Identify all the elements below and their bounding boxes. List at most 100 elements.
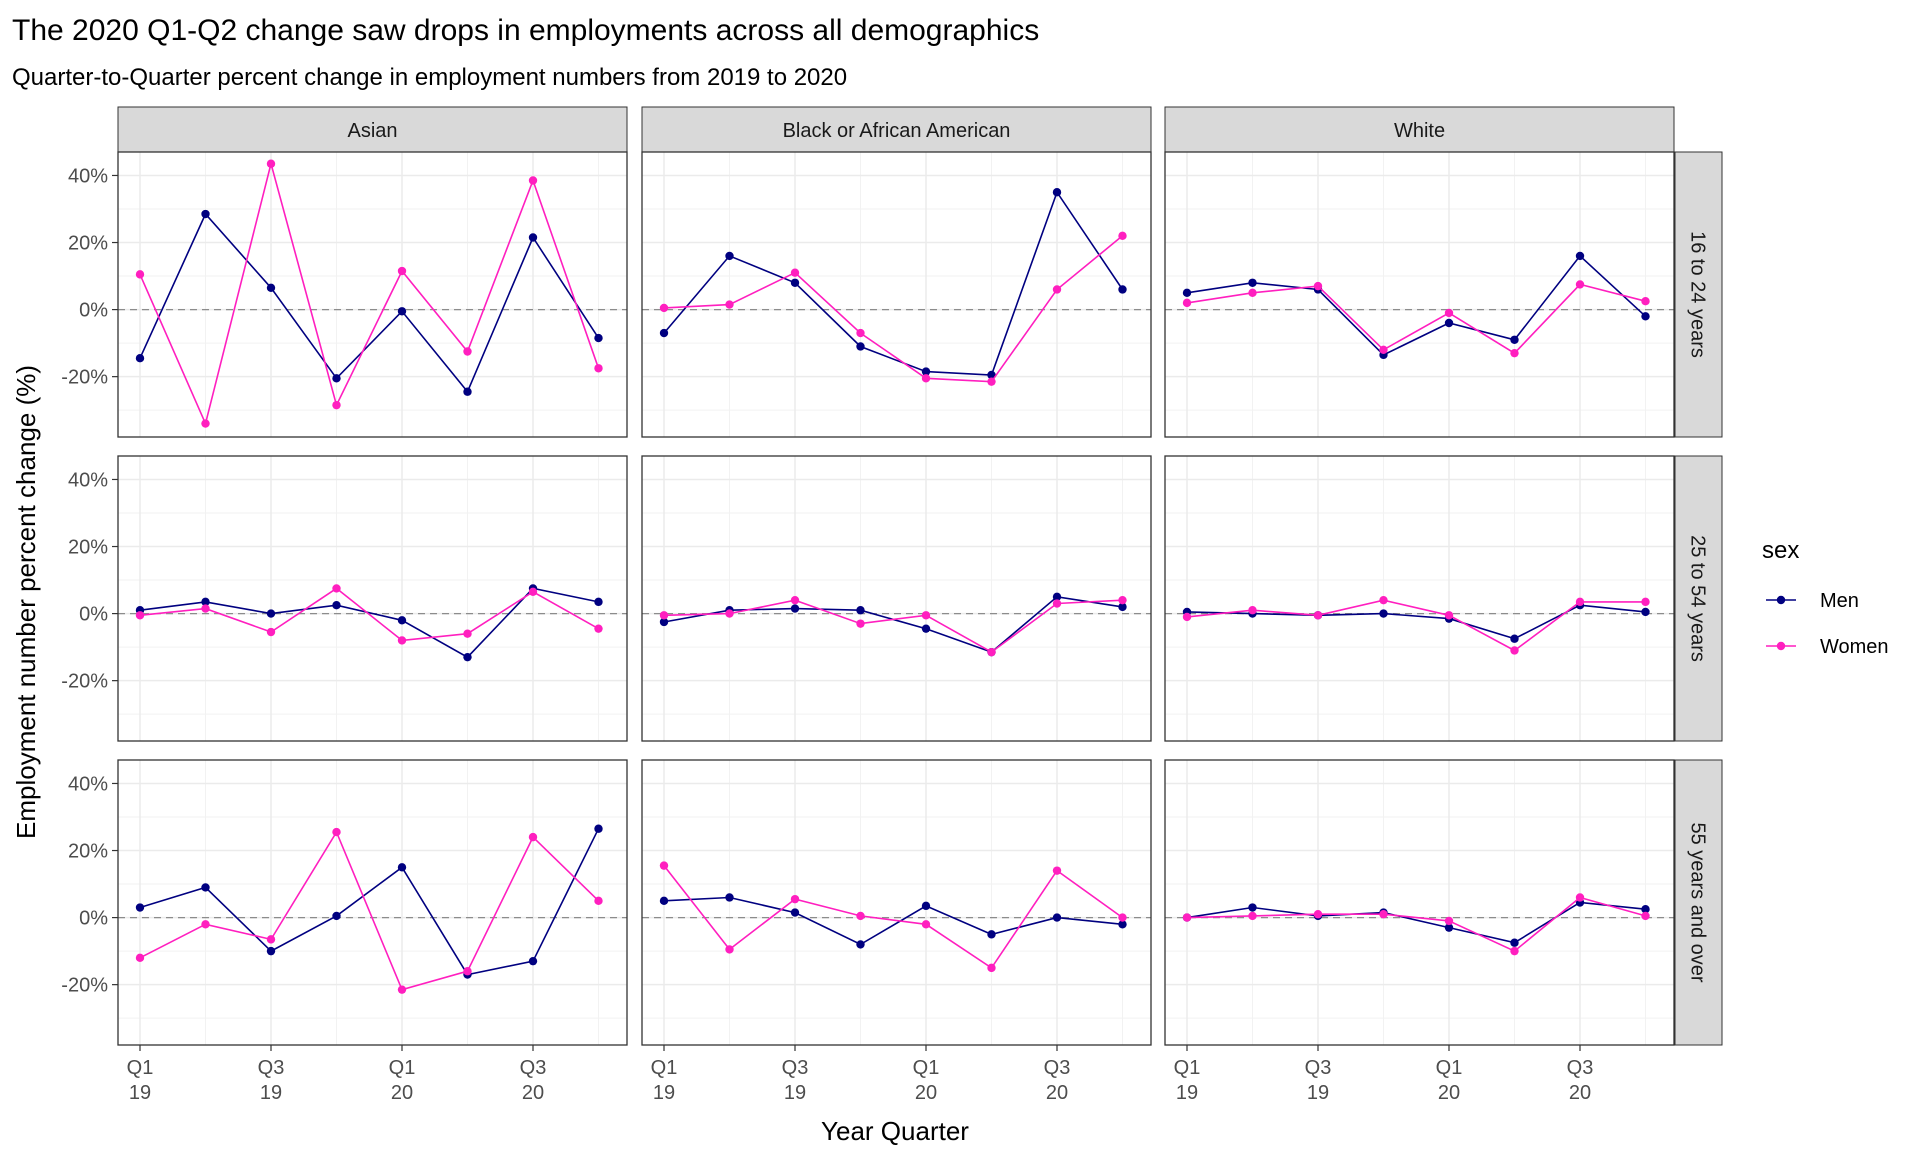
- chart-subtitle: Quarter-to-Quarter percent change in emp…: [12, 64, 847, 91]
- x-axis: Q1 19 Q3 19 Q1 20 Q3 20: [127, 1045, 546, 1104]
- data-point-women: [1118, 595, 1127, 605]
- x-tick-label-year: 20: [915, 1082, 937, 1104]
- data-point-men: [266, 946, 276, 956]
- data-point-women: [987, 647, 996, 657]
- data-point-women: [1182, 612, 1192, 622]
- data-point-women: [1510, 348, 1519, 358]
- data-point-men: [1248, 903, 1257, 912]
- data-point-men: [201, 597, 210, 607]
- series-line-men: [663, 896, 1123, 946]
- data-point-women: [528, 176, 538, 185]
- panel-border: [1164, 151, 1675, 438]
- panel-border: [117, 759, 628, 1046]
- strip-asian: Asian: [117, 106, 628, 153]
- data-point-women: [1052, 285, 1062, 294]
- panel-background: [1165, 760, 1674, 1045]
- x-tick-label-quarter: Q1: [127, 1057, 154, 1079]
- panel-background: [118, 152, 627, 437]
- data-point-women: [1248, 606, 1257, 615]
- data-point-men: [332, 601, 341, 610]
- data-point-men: [1248, 278, 1257, 287]
- data-point-women: [1510, 946, 1519, 956]
- x-axis: Q1 19 Q3 19 Q1 20 Q3 20: [1174, 1045, 1593, 1104]
- data-point-men: [1118, 285, 1127, 294]
- data-point-women: [135, 953, 145, 963]
- data-point-women: [856, 328, 865, 338]
- series-line-women: [1186, 896, 1646, 953]
- data-point-men: [1118, 920, 1127, 929]
- y-tick-label: 40%: [68, 165, 108, 187]
- data-point-women: [1510, 646, 1519, 655]
- series-line-women: [1186, 283, 1646, 355]
- data-point-women: [463, 629, 472, 638]
- data-point-men: [332, 374, 341, 383]
- data-point-men: [1510, 634, 1519, 643]
- data-point-women: [987, 963, 996, 973]
- data-point-men: [659, 896, 669, 906]
- strip-label: Black or African American: [783, 120, 1011, 142]
- series-women: [135, 159, 603, 428]
- data-point-women: [332, 584, 341, 593]
- data-point-women: [659, 861, 669, 870]
- data-point-women: [1444, 611, 1454, 620]
- data-point-men: [594, 333, 603, 343]
- panel-white-16-to-24-years: [1164, 151, 1675, 438]
- data-point-men: [266, 609, 276, 618]
- x-tick-label-year: 19: [784, 1082, 806, 1104]
- data-point-women: [1182, 913, 1192, 922]
- data-point-women: [725, 609, 734, 618]
- series-men: [659, 893, 1127, 949]
- strip-16-to-24-years: 16 to 24 years: [1674, 151, 1723, 438]
- data-point-women: [135, 611, 145, 620]
- x-tick-label-quarter: Q3: [1305, 1057, 1332, 1079]
- data-point-women: [1118, 913, 1127, 922]
- data-point-men: [1641, 607, 1650, 617]
- data-point-men: [594, 824, 603, 833]
- data-point-women: [266, 159, 276, 168]
- data-point-men: [856, 606, 865, 615]
- series-line-men: [139, 828, 600, 976]
- series-men: [135, 209, 603, 396]
- y-tick-label: -20%: [61, 367, 108, 389]
- series-line-women: [663, 865, 1123, 970]
- data-point-women: [659, 303, 669, 313]
- strip-25-to-54-years: 25 to 54 years: [1674, 455, 1723, 742]
- y-tick-label: 0%: [79, 300, 108, 322]
- data-point-men: [463, 387, 472, 396]
- series-line-women: [663, 599, 1123, 654]
- x-tick-label-year: 19: [1307, 1082, 1329, 1104]
- data-point-women: [856, 619, 865, 628]
- strip-box: [117, 106, 628, 153]
- series-women: [659, 595, 1127, 657]
- panel-background: [118, 760, 627, 1045]
- data-point-men: [397, 307, 407, 316]
- legend-title: sex: [1762, 537, 1799, 564]
- series-women: [1182, 595, 1650, 655]
- x-tick-label-year: 20: [1046, 1082, 1068, 1104]
- data-point-women: [1575, 597, 1585, 607]
- panel-grid: [118, 152, 627, 437]
- data-point-women: [135, 270, 145, 279]
- strip-box: [1674, 759, 1723, 1046]
- data-point-men: [725, 893, 734, 902]
- strip-box: [641, 106, 1152, 153]
- panel-asian-16-to-24-years: -20% 0% 20% 40%: [61, 151, 628, 438]
- legend-entry-men: Men: [1766, 590, 1859, 612]
- data-point-men: [790, 278, 800, 287]
- data-point-women: [921, 611, 931, 620]
- data-point-women: [1313, 910, 1323, 919]
- strip-box: [1164, 106, 1675, 153]
- x-tick-label-quarter: Q1: [1436, 1057, 1463, 1079]
- data-point-women: [1052, 599, 1062, 608]
- series-women: [659, 861, 1127, 973]
- series-women: [659, 231, 1127, 386]
- data-point-men: [725, 251, 734, 261]
- panel-border: [117, 455, 628, 742]
- data-point-men: [1510, 335, 1519, 344]
- data-point-men: [397, 863, 407, 872]
- data-point-women: [725, 945, 734, 954]
- data-point-men: [1052, 188, 1062, 197]
- panel-grid: [642, 152, 1151, 437]
- panel-background: [1165, 456, 1674, 741]
- data-point-women: [397, 266, 407, 276]
